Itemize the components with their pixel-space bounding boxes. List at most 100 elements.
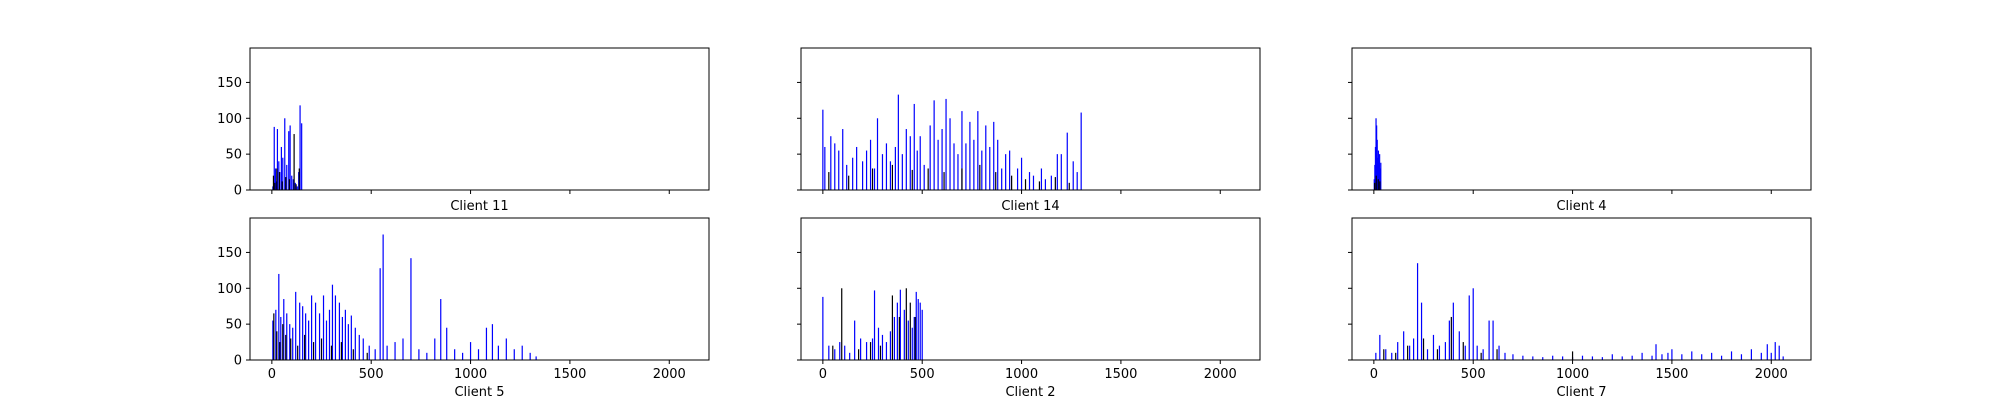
bar [1562, 356, 1564, 360]
bar [1671, 349, 1673, 360]
y-tick-label: 150 [217, 76, 242, 91]
bar [905, 288, 907, 360]
x-tick-label: 500 [1461, 367, 1486, 382]
bar [1038, 181, 1041, 190]
bar [913, 316, 915, 360]
bar [299, 302, 301, 360]
bar [505, 338, 507, 360]
bar [1397, 342, 1399, 360]
bar [923, 164, 925, 190]
series-1 [1375, 263, 1784, 360]
bar [352, 349, 354, 360]
bar [1380, 162, 1382, 190]
bar [949, 118, 951, 190]
bar [1066, 132, 1068, 190]
bar [1054, 177, 1056, 190]
bar [822, 109, 824, 190]
bar [1009, 150, 1011, 190]
x-tick-label: 1500 [553, 367, 586, 382]
bar [881, 154, 884, 190]
bar [1379, 334, 1381, 360]
bar [905, 129, 907, 190]
bar [1024, 179, 1027, 190]
x-tick-label: 1000 [1005, 367, 1038, 382]
bar [1375, 175, 1377, 190]
x-axis-label: Client 5 [454, 385, 504, 400]
bar [291, 175, 293, 190]
bar [914, 316, 916, 360]
bar [907, 320, 909, 360]
subplot-1: 0 50 100 150 Client 11 [217, 47, 710, 214]
bar [1395, 352, 1397, 360]
bar [1436, 349, 1439, 360]
bar [297, 345, 299, 360]
bar [366, 352, 368, 360]
bar [1730, 351, 1733, 360]
bar [286, 313, 288, 360]
bar [937, 139, 939, 190]
bar [1701, 354, 1703, 360]
bar [961, 111, 963, 190]
bar [338, 302, 341, 360]
bar [871, 168, 874, 190]
bar [881, 334, 884, 360]
y-tick-label: 100 [217, 282, 242, 297]
bar [1060, 154, 1062, 190]
bar [320, 338, 323, 360]
bar [1385, 349, 1387, 360]
axes-frame [800, 47, 1261, 191]
bar [1409, 345, 1411, 360]
bar [1374, 182, 1376, 190]
bar [824, 146, 826, 190]
bar [304, 334, 306, 360]
bar [921, 309, 923, 360]
bar [1050, 175, 1052, 190]
bar [462, 352, 464, 360]
bar [885, 143, 888, 190]
bar [294, 182, 296, 190]
bar [1631, 355, 1633, 360]
bar [832, 345, 834, 360]
bar [1403, 331, 1405, 360]
series-2 [1383, 316, 1574, 360]
bar [477, 349, 480, 360]
axes-frame [1351, 47, 1812, 191]
bar [1056, 154, 1058, 190]
bar [282, 157, 284, 190]
bar [841, 288, 843, 360]
bar [917, 299, 919, 360]
bar [1611, 354, 1613, 360]
bar [344, 309, 346, 360]
bar [1375, 352, 1377, 360]
bar [965, 143, 967, 190]
bar [292, 179, 294, 190]
bar [325, 320, 328, 360]
bar [278, 172, 281, 190]
series-2 [832, 288, 916, 360]
bar [933, 100, 935, 190]
bar [1476, 345, 1478, 360]
bar [889, 161, 892, 190]
bar [1581, 355, 1584, 360]
bar [273, 126, 275, 190]
bar [283, 299, 285, 360]
bar [865, 150, 868, 190]
bar [1426, 349, 1429, 360]
bar [828, 345, 830, 360]
subplot-3: Client 4 [1348, 47, 1812, 214]
bar [1522, 355, 1524, 360]
x-tick-label: 1500 [1104, 367, 1137, 382]
bar [1422, 338, 1425, 360]
bar [1432, 334, 1435, 360]
bar [901, 154, 903, 190]
bar [1464, 345, 1466, 360]
bar [288, 131, 290, 190]
bar [1498, 345, 1500, 360]
bar [1661, 354, 1663, 360]
bar [916, 150, 918, 190]
bar [275, 309, 277, 360]
bar [973, 139, 975, 190]
bar [362, 338, 364, 360]
bar [281, 181, 283, 190]
bar [1011, 175, 1013, 190]
